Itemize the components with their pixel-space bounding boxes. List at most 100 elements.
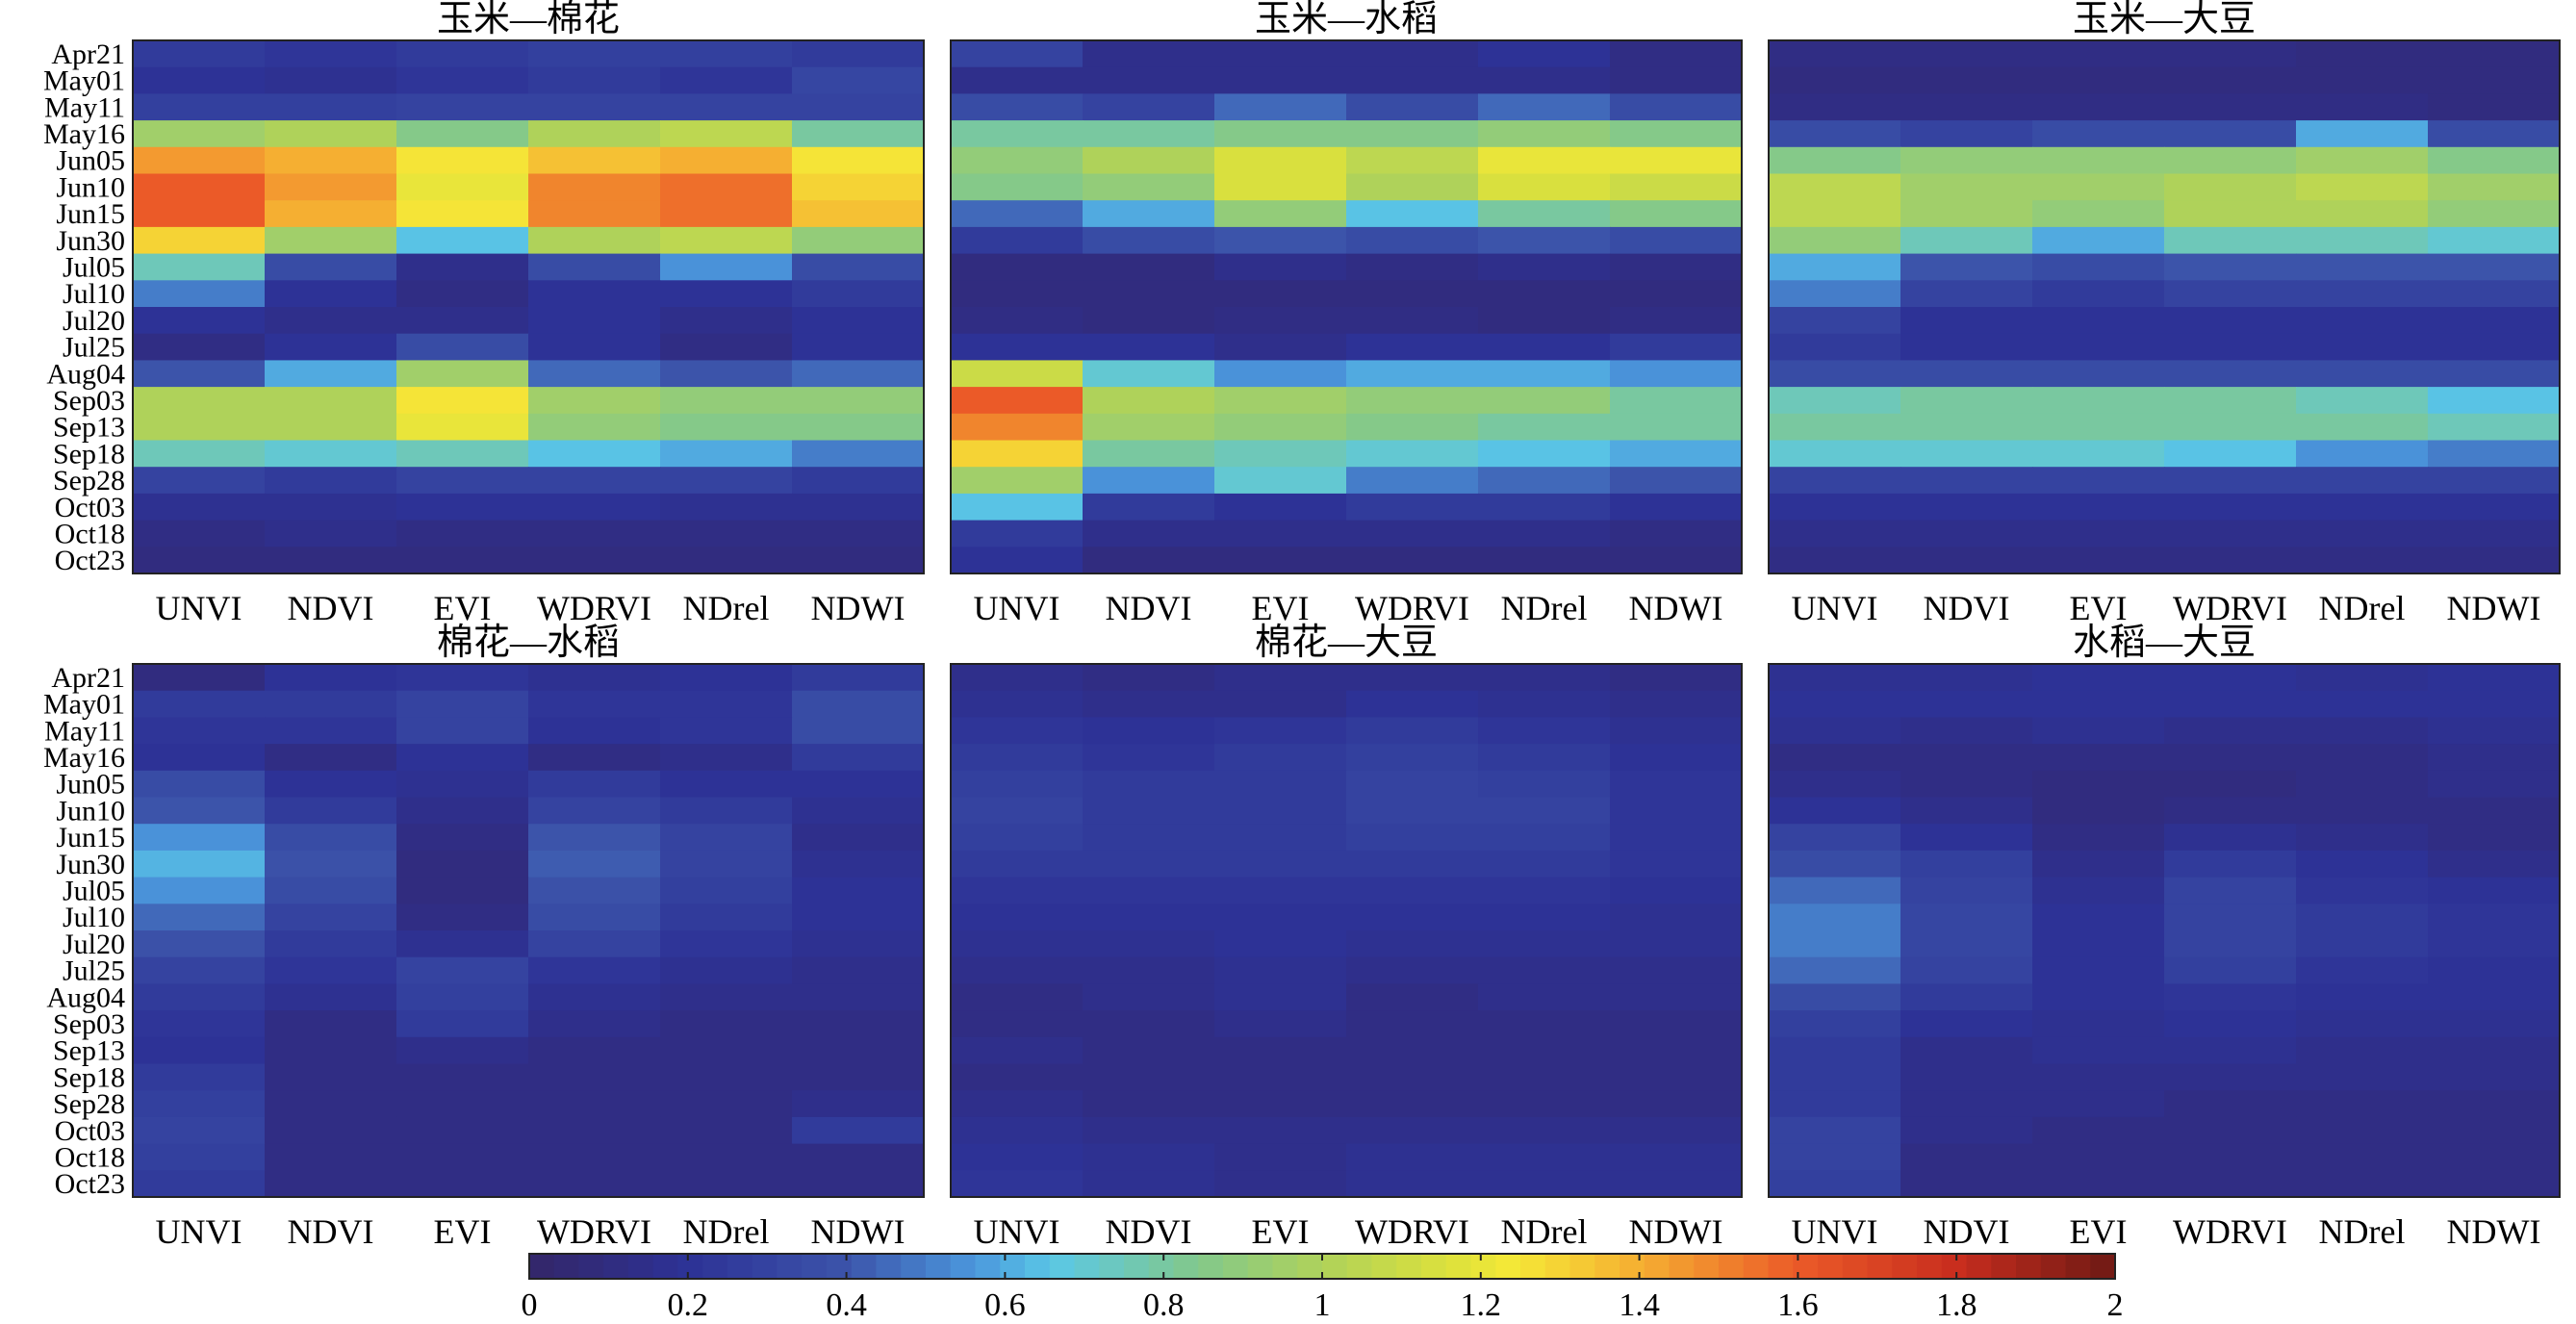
heatmap-cell-p4-r16-c2 (265, 1063, 397, 1091)
heatmap-cell-p3-r19-c2 (1900, 520, 2033, 547)
heatmap-cell-p4-r17-c4 (528, 1090, 661, 1118)
heatmap-cell-p2-r15-c4 (1346, 413, 1479, 442)
heatmap-cell-p1-r8-c6 (792, 226, 925, 255)
heatmap-cell-p6-r4-c2 (1900, 744, 2033, 772)
heatmap-cell-p4-r9-c1 (133, 877, 266, 904)
heatmap-cell-p5-r10-c3 (1214, 904, 1347, 931)
heatmap-cell-p3-r11-c1 (1769, 307, 1901, 335)
heatmap-cell-p2-r13-c3 (1214, 360, 1347, 388)
heatmap-cell-p1-r4-c1 (133, 120, 266, 148)
heatmap-cell-p4-r17-c2 (265, 1090, 397, 1118)
heatmap-cell-p4-r10-c5 (660, 904, 793, 931)
x-tick-label: EVI (1252, 589, 1310, 627)
x-tick-label: NDVI (1106, 1212, 1192, 1251)
heatmap-cell-p5-r20-c6 (1610, 1170, 1743, 1198)
y-tick-label: May01 (43, 689, 125, 721)
heatmap-cell-p1-r11-c4 (528, 307, 661, 335)
heatmap-cell-p2-r7-c5 (1478, 200, 1611, 228)
heatmap-cell-p6-r20-c6 (2428, 1170, 2561, 1198)
heatmap-cell-p2-r5-c4 (1346, 146, 1479, 175)
heatmap-cell-p2-r14-c4 (1346, 387, 1479, 415)
heatmap-cell-p4-r15-c5 (660, 1036, 793, 1065)
colorbar-segment (1941, 1254, 1968, 1279)
heatmap-cell-p3-r14-c5 (2296, 387, 2429, 415)
colorbar-segment (1470, 1254, 1496, 1279)
heatmap-cell-p4-r20-c4 (528, 1170, 661, 1198)
heatmap-cell-p1-r20-c5 (660, 547, 793, 574)
heatmap-cell-p4-r1-c5 (660, 664, 793, 692)
x-tick-label: NDrel (683, 1212, 770, 1251)
heatmap-cell-p5-r2-c2 (1083, 690, 1215, 718)
heatmap-cell-p5-r17-c6 (1610, 1090, 1743, 1118)
heatmap-cell-p3-r10-c3 (2032, 280, 2165, 308)
heatmap-cell-p1-r19-c1 (133, 520, 266, 547)
heatmap-cell-p6-r18-c1 (1769, 1116, 1901, 1145)
heatmap-cell-p3-r13-c2 (1900, 360, 2033, 388)
heatmap-cell-p5-r11-c6 (1610, 930, 1743, 958)
panel-title-6: 水稻—大豆 (2073, 623, 2256, 663)
heatmap-cell-p2-r1-c5 (1478, 40, 1611, 68)
heatmap-cell-p2-r19-c3 (1214, 520, 1347, 547)
heatmap-cell-p2-r12-c4 (1346, 333, 1479, 361)
heatmap-cell-p1-r18-c3 (396, 493, 529, 522)
colorbar-segment (802, 1254, 828, 1279)
colorbar-segment (652, 1254, 679, 1279)
heatmap-cell-p6-r14-c3 (2032, 1010, 2165, 1038)
heatmap-cell-p1-r9-c6 (792, 253, 925, 281)
heatmap-cell-p2-r9-c5 (1478, 253, 1611, 281)
heatmap-cell-p2-r8-c5 (1478, 226, 1611, 255)
heatmap-cell-p4-r13-c6 (792, 983, 925, 1011)
colorbar-segment (1569, 1254, 1595, 1279)
colorbar-segment (1124, 1254, 1150, 1279)
colorbar-segment (1198, 1254, 1224, 1279)
heatmap-cell-p3-r7-c4 (2164, 200, 2297, 228)
x-tick-label: NDVI (1106, 589, 1192, 627)
x-tick-label: EVI (1252, 1212, 1310, 1251)
heatmap-cell-p6-r9-c1 (1769, 877, 1901, 904)
heatmap-cell-p2-r7-c3 (1214, 200, 1347, 228)
heatmap-cell-p1-r5-c5 (660, 146, 793, 175)
heatmap-cell-p4-r13-c5 (660, 983, 793, 1011)
heatmap-cell-p5-r12-c2 (1083, 956, 1215, 984)
heatmap-cell-p6-r7-c3 (2032, 824, 2165, 852)
heatmap-cell-p6-r15-c4 (2164, 1036, 2297, 1065)
x-tick-label: NDrel (1501, 589, 1588, 627)
heatmap-cell-p1-r12-c5 (660, 333, 793, 361)
heatmap-cell-p6-r20-c4 (2164, 1170, 2297, 1198)
heatmap-cell-p5-r7-c5 (1478, 824, 1611, 852)
heatmap-cell-p1-r13-c5 (660, 360, 793, 388)
heatmap-cell-p3-r15-c6 (2428, 413, 2561, 442)
heatmap-cell-p6-r19-c3 (2032, 1143, 2165, 1171)
heatmap-cell-p2-r2-c3 (1214, 66, 1347, 94)
heatmap-cell-p2-r16-c3 (1214, 440, 1347, 468)
heatmap-cell-p3-r17-c2 (1900, 467, 2033, 495)
heatmap-cell-p3-r20-c2 (1900, 547, 2033, 574)
heatmap-cell-p5-r19-c6 (1610, 1143, 1743, 1171)
heatmap-cell-p3-r1-c6 (2428, 40, 2561, 68)
heatmap-cell-p2-r11-c5 (1478, 307, 1611, 335)
heatmap-cell-p6-r4-c5 (2296, 744, 2429, 772)
heatmap-cell-p6-r14-c4 (2164, 1010, 2297, 1038)
heatmap-cell-p1-r1-c6 (792, 40, 925, 68)
heatmap-cell-p2-r18-c3 (1214, 493, 1347, 522)
heatmap-cell-p4-r7-c6 (792, 824, 925, 852)
heatmap-cell-p2-r8-c6 (1610, 226, 1743, 255)
colorbar-segment (1495, 1254, 1521, 1279)
heatmap-cell-p6-r18-c4 (2164, 1116, 2297, 1145)
heatmap-cell-p6-r19-c4 (2164, 1143, 2297, 1171)
heatmap-cell-p6-r16-c6 (2428, 1063, 2561, 1091)
y-tick-label: Oct23 (55, 1168, 125, 1200)
heatmap-cell-p6-r12-c6 (2428, 956, 2561, 984)
heatmap-cell-p5-r19-c3 (1214, 1143, 1347, 1171)
heatmap-cell-p2-r14-c3 (1214, 387, 1347, 415)
heatmap-cell-p5-r1-c1 (951, 664, 1084, 692)
heatmap-cell-p3-r4-c6 (2428, 120, 2561, 148)
heatmap-cell-p6-r14-c2 (1900, 1010, 2033, 1038)
heatmap-cell-p5-r4-c6 (1610, 744, 1743, 772)
heatmap-cell-p1-r7-c4 (528, 200, 661, 228)
heatmap-cell-p4-r8-c6 (792, 850, 925, 878)
heatmap-cell-p5-r4-c3 (1214, 744, 1347, 772)
heatmap-cell-p1-r12-c1 (133, 333, 266, 361)
heatmap-cell-p4-r14-c5 (660, 1010, 793, 1038)
heatmap-cell-p3-r20-c4 (2164, 547, 2297, 574)
